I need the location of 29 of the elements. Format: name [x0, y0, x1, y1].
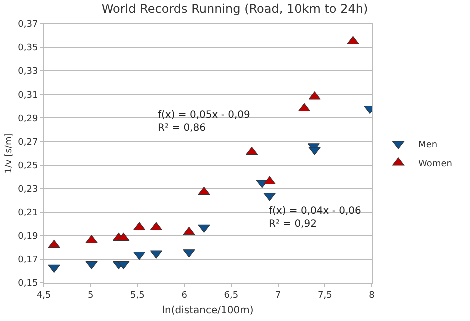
point: [134, 252, 146, 260]
point: [264, 176, 276, 185]
y-tick-label: 0,35: [18, 44, 38, 54]
x-tick-label: 8: [369, 290, 376, 301]
chart-title: World Records Running (Road, 10km to 24h): [102, 2, 368, 16]
y-tick-label: 0,33: [18, 67, 38, 78]
legend-label: Men: [418, 140, 438, 151]
annotation: f(x) = 0,04x - 0,06 R² = 0,92: [269, 206, 362, 230]
y-tick-label: 0,29: [18, 114, 38, 124]
x-tick-label: 5,5: [130, 290, 145, 301]
x-tick-label: 5: [88, 290, 94, 301]
annotation: f(x) = 0,05x - 0,09 R² = 0,86: [158, 110, 250, 134]
x-tick-label: 6,5: [224, 290, 239, 301]
y-tick-label: 0,15: [18, 279, 38, 290]
x-tick-label: 7: [275, 290, 282, 301]
y-tick-label: 0,19: [18, 232, 38, 242]
y-tick-label: 0,21: [18, 208, 38, 219]
y-tick-label: 0,31: [18, 90, 38, 101]
y-tick-label: 0,17: [18, 256, 38, 266]
y-tick-label: 0,27: [18, 138, 38, 148]
y-tick-label: 0,25: [18, 161, 38, 172]
y-tick-label: 0,23: [18, 184, 38, 195]
x-tick-label: 6: [182, 290, 188, 301]
x-axis-title: ln(distance/100m): [162, 305, 254, 316]
legend-label: Women: [418, 160, 452, 170]
x-tick-label: 4,5: [36, 290, 52, 301]
x-tick-label: 7,5: [318, 290, 332, 301]
y-tick-label: 0,37: [18, 20, 38, 30]
y-axis-title: 1/v [s/m]: [4, 133, 15, 174]
